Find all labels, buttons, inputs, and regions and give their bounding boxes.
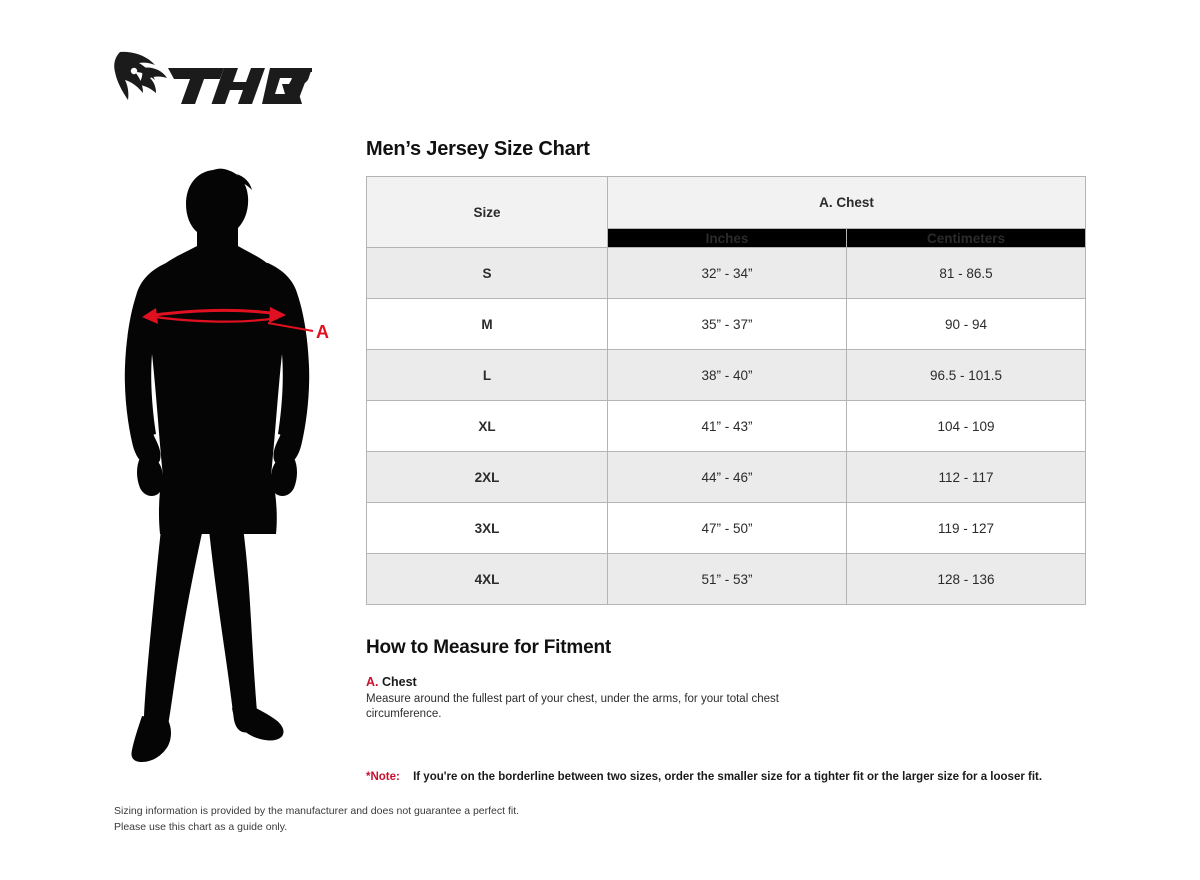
cell-inches: 35” - 37” bbox=[607, 298, 847, 350]
cell-centimeters: 112 - 117 bbox=[845, 451, 1087, 503]
table-row: S 32” - 34” 81 - 86.5 bbox=[366, 247, 1087, 299]
cell-size: 3XL bbox=[366, 502, 608, 554]
table-header-row: Size A. Chest bbox=[366, 176, 1087, 248]
footer-line-1: Sizing information is provided by the ma… bbox=[114, 805, 520, 817]
note-line: *Note: If you're on the borderline betwe… bbox=[366, 771, 1042, 783]
table-row: 2XL 44” - 46” 112 - 117 bbox=[366, 451, 1087, 503]
cell-size: M bbox=[366, 298, 608, 350]
table-row: 4XL 51” - 53” 128 - 136 bbox=[366, 553, 1087, 605]
male-body-silhouette: A bbox=[118, 168, 348, 768]
cell-size: L bbox=[366, 349, 608, 401]
cell-inches: 47” - 50” bbox=[607, 502, 847, 554]
cell-centimeters: 90 - 94 bbox=[845, 298, 1087, 350]
measure-item-description: Measure around the fullest part of your … bbox=[366, 693, 779, 720]
chest-measure-arrow bbox=[142, 307, 314, 332]
cell-centimeters: 104 - 109 bbox=[845, 400, 1087, 452]
note-text: If you're on the borderline between two … bbox=[413, 771, 1043, 783]
measure-item-title: A. Chest bbox=[366, 675, 417, 689]
cell-inches: 38” - 40” bbox=[607, 349, 847, 401]
table-row: XL 41” - 43” 104 - 109 bbox=[366, 400, 1087, 452]
footer-disclaimer: Sizing information is provided by the ma… bbox=[114, 803, 519, 835]
note-label: *Note: bbox=[366, 771, 400, 783]
header-inches: Inches bbox=[607, 228, 847, 248]
header-centimeters: Centimeters bbox=[845, 228, 1087, 248]
cell-centimeters: 119 - 127 bbox=[845, 502, 1087, 554]
cell-inches: 32” - 34” bbox=[607, 247, 847, 299]
size-chart-table: Size A. Chest Inches Centimeters S 32” -… bbox=[366, 176, 1087, 605]
cell-size: XL bbox=[366, 400, 608, 452]
footer-line-2: Please use this chart as a guide only. bbox=[114, 821, 288, 833]
measure-item-letter: A. bbox=[366, 675, 379, 689]
table-row: 3XL 47” - 50” 119 - 127 bbox=[366, 502, 1087, 554]
header-size: Size bbox=[366, 176, 608, 248]
cell-inches: 41” - 43” bbox=[607, 400, 847, 452]
page-title: Men’s Jersey Size Chart bbox=[366, 138, 590, 160]
cell-centimeters: 96.5 - 101.5 bbox=[845, 349, 1087, 401]
silhouette-body bbox=[124, 168, 310, 762]
cell-centimeters: 81 - 86.5 bbox=[845, 247, 1087, 299]
cell-size: 2XL bbox=[366, 451, 608, 503]
table-row: L 38” - 40” 96.5 - 101.5 bbox=[366, 349, 1087, 401]
cell-inches: 44” - 46” bbox=[607, 451, 847, 503]
chest-label-a: A bbox=[316, 322, 329, 342]
cell-inches: 51” - 53” bbox=[607, 553, 847, 605]
header-chest-group: A. Chest bbox=[606, 176, 1087, 229]
how-to-measure-heading: How to Measure for Fitment bbox=[366, 637, 611, 658]
table-row: M 35” - 37” 90 - 94 bbox=[366, 298, 1087, 350]
cell-size: S bbox=[366, 247, 608, 299]
cell-size: 4XL bbox=[366, 553, 608, 605]
thor-logo bbox=[112, 46, 312, 108]
cell-centimeters: 128 - 136 bbox=[845, 553, 1087, 605]
measure-item-name: Chest bbox=[381, 675, 417, 689]
